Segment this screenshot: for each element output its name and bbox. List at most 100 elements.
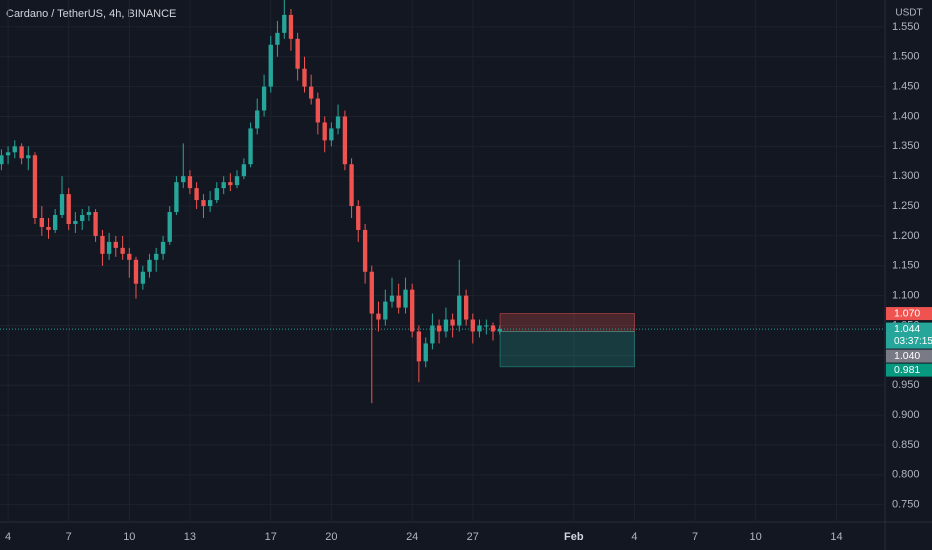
- candle-body: [154, 253, 159, 260]
- price-label: 1.040: [894, 350, 920, 362]
- candle-body: [248, 128, 253, 165]
- candle-body: [133, 259, 139, 284]
- chart-title: Cardano / TetherUS, 4h, BINANCE: [6, 8, 176, 20]
- candle-body: [443, 319, 449, 332]
- candle-body: [295, 38, 300, 69]
- candle-body: [160, 241, 166, 254]
- candle-body: [113, 241, 118, 248]
- x-tick-label: 4: [5, 531, 11, 543]
- price-label-box: [886, 307, 932, 321]
- candle-body: [457, 295, 462, 326]
- y-tick-label: 0.950: [892, 379, 920, 391]
- candle-body: [127, 253, 132, 260]
- candle-body: [484, 325, 489, 327]
- candle-body: [187, 176, 193, 189]
- y-tick-label: 0.750: [892, 499, 920, 511]
- price-label: 1.044: [894, 323, 920, 335]
- price-timer: 03:37:15: [894, 336, 932, 347]
- candle-body: [315, 98, 320, 123]
- candle-body: [396, 295, 401, 308]
- y-tick-label: 1.300: [892, 170, 920, 182]
- x-tick-label: 20: [325, 531, 337, 543]
- candle-body: [228, 182, 233, 186]
- price-label: 1.070: [894, 307, 920, 319]
- candle-body: [241, 164, 247, 177]
- candle-body: [80, 215, 85, 221]
- y-tick-label: 1.500: [892, 51, 920, 63]
- candle-body: [376, 313, 381, 320]
- x-tick-label: 10: [750, 531, 762, 543]
- candle-body: [477, 325, 482, 332]
- candle-body: [268, 44, 273, 87]
- y-tick-label: 0.900: [892, 409, 920, 421]
- price-label-box: [886, 363, 932, 377]
- candle-body: [39, 217, 44, 227]
- y-tick-label: 1.350: [892, 140, 920, 152]
- candle-body: [147, 259, 152, 272]
- x-tick-label: 7: [66, 531, 72, 543]
- candle-body: [32, 155, 38, 218]
- candle-body: [490, 325, 496, 332]
- candle-body: [140, 271, 146, 284]
- candle-body: [59, 194, 65, 216]
- candle-body: [282, 14, 287, 33]
- price-label-box: [886, 322, 932, 349]
- candle-body: [73, 220, 78, 224]
- candle-body: [389, 295, 395, 302]
- candle-body: [52, 215, 58, 230]
- candle-body: [288, 14, 294, 39]
- candle-body: [470, 319, 475, 332]
- x-tick-label: 14: [830, 531, 842, 543]
- candle-body: [214, 188, 219, 201]
- candle-body: [261, 86, 267, 111]
- candle-body: [329, 128, 334, 141]
- candle-body: [497, 329, 502, 332]
- candle-body: [0, 155, 4, 165]
- candle-body: [335, 116, 341, 129]
- candle-body: [167, 212, 172, 242]
- y-tick-label: 1.100: [892, 290, 920, 302]
- candle-body: [221, 182, 226, 189]
- candle-body: [201, 200, 206, 207]
- y-tick-label: 1.550: [892, 21, 920, 33]
- candle-body: [174, 182, 179, 213]
- candle-body: [19, 146, 24, 159]
- candle-body: [5, 152, 11, 156]
- x-tick-label: Feb: [564, 531, 584, 543]
- candle-body: [26, 155, 31, 159]
- candle-body: [46, 226, 51, 230]
- x-tick-label: 4: [631, 531, 637, 543]
- candle-body: [450, 319, 455, 326]
- candle-body: [120, 247, 125, 254]
- candle-body: [207, 200, 213, 207]
- candle-body: [410, 289, 415, 332]
- candle-body: [308, 86, 314, 99]
- candle-body: [430, 325, 435, 344]
- candle-body: [362, 229, 368, 272]
- x-tick-label: 10: [123, 531, 135, 543]
- x-tick-label: 17: [265, 531, 277, 543]
- candle-body: [234, 176, 240, 186]
- candle-body: [423, 343, 428, 362]
- candle-body: [100, 235, 105, 254]
- candle-body: [322, 122, 327, 141]
- price-label: 0.981: [894, 364, 920, 376]
- candle-body: [383, 301, 388, 320]
- y-tick-label: 0.850: [892, 439, 920, 451]
- x-tick-label: 24: [406, 531, 418, 543]
- candle-body: [403, 289, 408, 308]
- candle-body: [106, 241, 112, 254]
- y-tick-label: 1.250: [892, 200, 920, 212]
- y-tick-label: 1.400: [892, 110, 920, 122]
- candle-body: [416, 331, 422, 362]
- candle-body: [356, 206, 361, 230]
- x-tick-label: 13: [184, 531, 196, 543]
- y-tick-label: 0.800: [892, 469, 920, 481]
- candle-body: [302, 68, 307, 87]
- candle-body: [181, 176, 186, 183]
- candle-body: [349, 164, 354, 207]
- x-tick-label: 27: [467, 531, 479, 543]
- y-tick-label: 1.450: [892, 81, 920, 93]
- y-tick-label: 1.200: [892, 230, 920, 242]
